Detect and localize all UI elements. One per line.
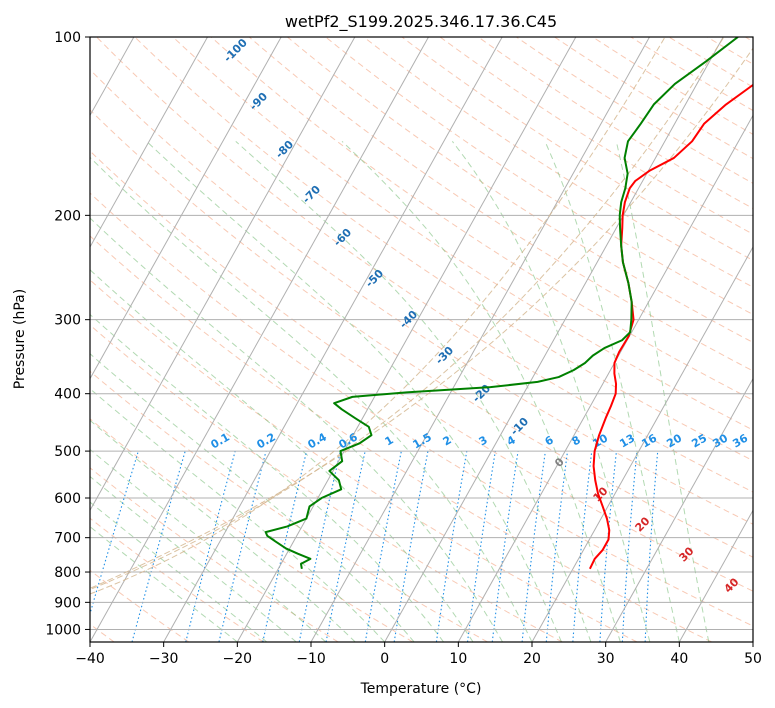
mixing-ratio-line (364, 450, 402, 642)
x-tick-label: 40 (670, 651, 688, 667)
dry-adiabat-line (90, 235, 712, 642)
dry-adiabat-line (554, 37, 753, 160)
mixing-ratio-line (466, 451, 496, 642)
mixing-ratio-line (218, 450, 267, 642)
plot-frame (89, 36, 754, 643)
reference-curve (90, 37, 666, 595)
mixing-ratio-line (185, 450, 236, 642)
mixing-ratio-line (262, 450, 308, 642)
y-tick-label: 400 (54, 387, 81, 403)
reference-curve (90, 37, 725, 591)
isotherm-line (605, 377, 753, 642)
x-axis-ticks: −40 −30 −20 −10 0 10 20 30 40 50 (75, 642, 762, 667)
tan-reference-curves (90, 37, 753, 595)
dry-adiabat-line (90, 150, 753, 592)
isotherm-line (531, 246, 753, 642)
dry-adiabat-line (90, 370, 488, 642)
y-axis-ticks: 100 200 300 400 500 600 700 800 900 1000 (45, 30, 90, 638)
y-tick-label: 300 (54, 313, 81, 329)
x-tick-label: 20 (523, 651, 541, 667)
isotherm-line (678, 509, 753, 642)
dry-adiabat-line (172, 37, 753, 431)
dry-adiabat-line (248, 37, 753, 372)
dry-adiabat-line (90, 324, 563, 642)
isotherm-line (90, 37, 282, 380)
x-tick-label: 10 (449, 651, 467, 667)
dry-adiabat-line (516, 37, 753, 184)
dewpoint-profile-line (264, 37, 739, 569)
y-tick-label: 600 (54, 491, 81, 507)
skewed-isotherms (90, 37, 753, 642)
y-tick-label: 700 (54, 531, 81, 547)
isotherm-line (90, 37, 208, 249)
x-tick-label: −20 (223, 651, 253, 667)
dry-adiabat-line (90, 467, 339, 642)
y-tick-label: 100 (54, 30, 81, 46)
mixing-ratio-line (298, 450, 341, 642)
isotherm-line (90, 37, 356, 512)
x-tick-label: 30 (597, 651, 615, 667)
mixing-ratio-line (521, 451, 546, 642)
isotherm-line (384, 37, 724, 642)
y-tick-label: 500 (54, 444, 81, 460)
y-axis-label: Pressure (hPa) (12, 289, 28, 389)
mixing-ratio-line (325, 450, 366, 642)
y-tick-label: 1000 (45, 622, 81, 638)
mixing-ratio-lines (90, 450, 659, 642)
dry-adiabats (90, 37, 753, 642)
chart-title: wetPf2_S199.2025.346.17.36.C45 (285, 12, 557, 32)
sounding-profiles (264, 37, 753, 570)
dry-adiabat-line (90, 279, 638, 642)
dry-adiabat-line (287, 37, 753, 343)
dry-adiabat-line (90, 68, 753, 525)
isotherm-line (236, 37, 577, 642)
dry-adiabat-line (90, 109, 753, 558)
x-tick-label: 0 (380, 651, 389, 667)
y-tick-label: 800 (54, 565, 81, 581)
dry-adiabat-line (210, 37, 753, 401)
isotherm-line (163, 37, 503, 642)
x-axis-label: Temperature (°C) (360, 681, 482, 697)
y-tick-label: 900 (54, 595, 81, 611)
mixing-ratio-line (435, 451, 468, 642)
mixing-ratio-line (90, 450, 139, 616)
mixing-ratio-line (131, 450, 186, 642)
isotherm-line (90, 37, 429, 642)
y-tick-label: 200 (54, 208, 81, 224)
mixing-ratio-line (393, 450, 429, 642)
dry-adiabat-line (90, 517, 264, 642)
x-tick-label: −10 (296, 651, 326, 667)
isobar-gridlines (90, 37, 753, 630)
x-tick-label: −40 (75, 651, 105, 667)
dry-adiabat-line (90, 192, 753, 627)
x-tick-label: 50 (744, 651, 762, 667)
x-tick-label: −30 (149, 651, 179, 667)
temperature-profile-line (589, 83, 753, 570)
reference-curve (90, 47, 753, 589)
mixing-ratio-line (545, 451, 569, 642)
mixing-ratio-line (491, 451, 519, 642)
